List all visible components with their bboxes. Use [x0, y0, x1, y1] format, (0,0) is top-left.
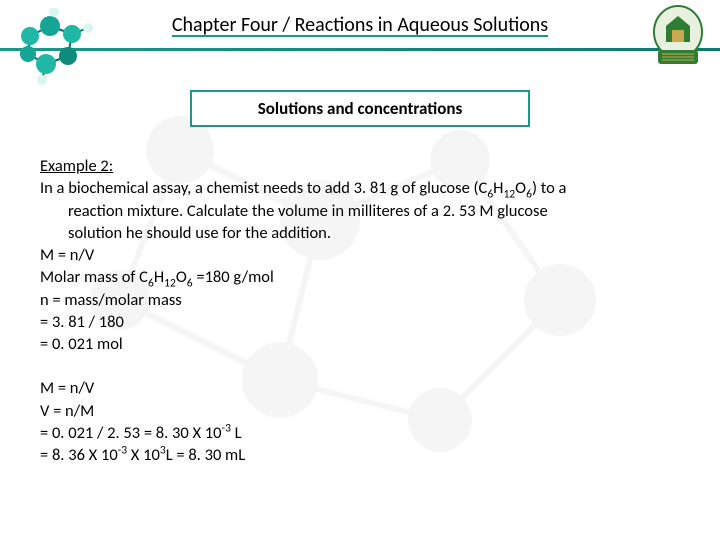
eq-n-calc: = 3. 81 / 180 [40, 311, 680, 333]
subtitle-box: Solutions and concentrations [190, 90, 530, 127]
content-area: Example 2: In a biochemical assay, a che… [0, 127, 720, 466]
eq-n-result: = 0. 021 mol [40, 333, 680, 355]
eq-m2: M = n/V [40, 377, 680, 399]
solution-block-2: M = n/V V = n/M = 0. 021 / 2. 53 = 8. 30… [40, 377, 680, 466]
example-label: Example 2: [40, 156, 113, 176]
eq-v-formula: V = n/M [40, 400, 680, 422]
eq-v-result: = 8. 36 X 10-3 X 103L = 8. 30 mL [40, 444, 680, 466]
eq-molarity: M = n/V [40, 244, 680, 266]
eq-n-formula: n = mass/molar mass [40, 289, 680, 311]
prompt-line-3: solution he should use for the addition. [40, 222, 680, 244]
header: Chapter Four / Reactions in Aqueous Solu… [0, 0, 720, 50]
chapter-title: Chapter Four / Reactions in Aqueous Solu… [172, 13, 548, 37]
prompt-line-1: In a biochemical assay, a chemist needs … [40, 177, 680, 199]
molar-mass-line: Molar mass of C6H12O6 =180 g/mol [40, 266, 680, 288]
university-logo [648, 4, 708, 74]
eq-v-calc: = 0. 021 / 2. 53 = 8. 30 X 10-3 L [40, 422, 680, 444]
molecule-icon [10, 8, 100, 88]
prompt-line-2: reaction mixture. Calculate the volume i… [40, 200, 680, 222]
